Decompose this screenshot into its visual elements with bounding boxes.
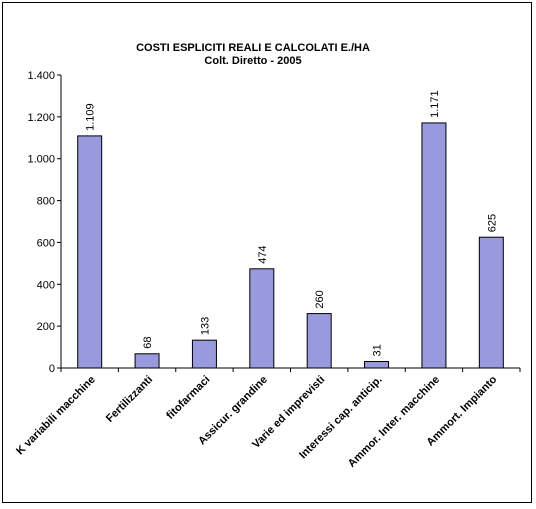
value-label-6: 1.171 <box>429 90 441 118</box>
bar-2 <box>191 339 217 369</box>
value-label-4: 260 <box>314 290 326 308</box>
chart-subtitle: Colt. Diretto - 2005 <box>204 55 301 67</box>
x-axis: K variabili macchine Fertilizzanti fitofar… <box>14 367 521 470</box>
y-tick-label: 200 <box>37 321 55 333</box>
y-axis: 0 200 400 600 800 1.000 1.200 1.400 <box>27 70 62 375</box>
bars-group: 1.109 68 133 474 260 31 1.171 625 <box>77 90 504 369</box>
chart-title: COSTI ESPLICITI REALI E CALCOLATI E./HA <box>136 42 370 54</box>
value-label-5: 31 <box>372 344 384 356</box>
y-tick-label: 1.000 <box>27 154 55 166</box>
bar-7 <box>478 236 504 369</box>
bar-4 <box>306 313 332 369</box>
value-label-1: 68 <box>142 337 154 349</box>
y-tick-label: 0 <box>49 363 55 375</box>
bar-chart: COSTI ESPLICITI REALI E CALCOLATI E./HA … <box>14 42 521 470</box>
category-label-6: Ammor. Inter. macchine <box>346 374 442 470</box>
category-label-1: Fertilizzanti <box>104 374 155 425</box>
y-tick-label: 400 <box>37 279 55 291</box>
y-tick-label: 1.200 <box>27 112 55 124</box>
category-label-2: fitofarmaci <box>164 374 212 422</box>
value-label-2: 133 <box>199 317 211 335</box>
value-label-3: 474 <box>257 245 269 263</box>
bar-0 <box>77 135 103 369</box>
y-tick-label: 600 <box>37 237 55 249</box>
value-label-7: 625 <box>486 214 498 232</box>
chart-frame: COSTI ESPLICITI REALI E CALCOLATI E./HA … <box>2 2 532 503</box>
value-label-0: 1.109 <box>85 103 97 131</box>
bar-3 <box>249 268 275 369</box>
y-tick-label: 800 <box>37 196 55 208</box>
bar-5 <box>364 361 390 369</box>
bar-6 <box>421 122 447 369</box>
bar-1 <box>134 353 160 369</box>
y-tick-label: 1.400 <box>27 70 55 82</box>
category-label-0: K variabili macchine <box>14 374 98 458</box>
